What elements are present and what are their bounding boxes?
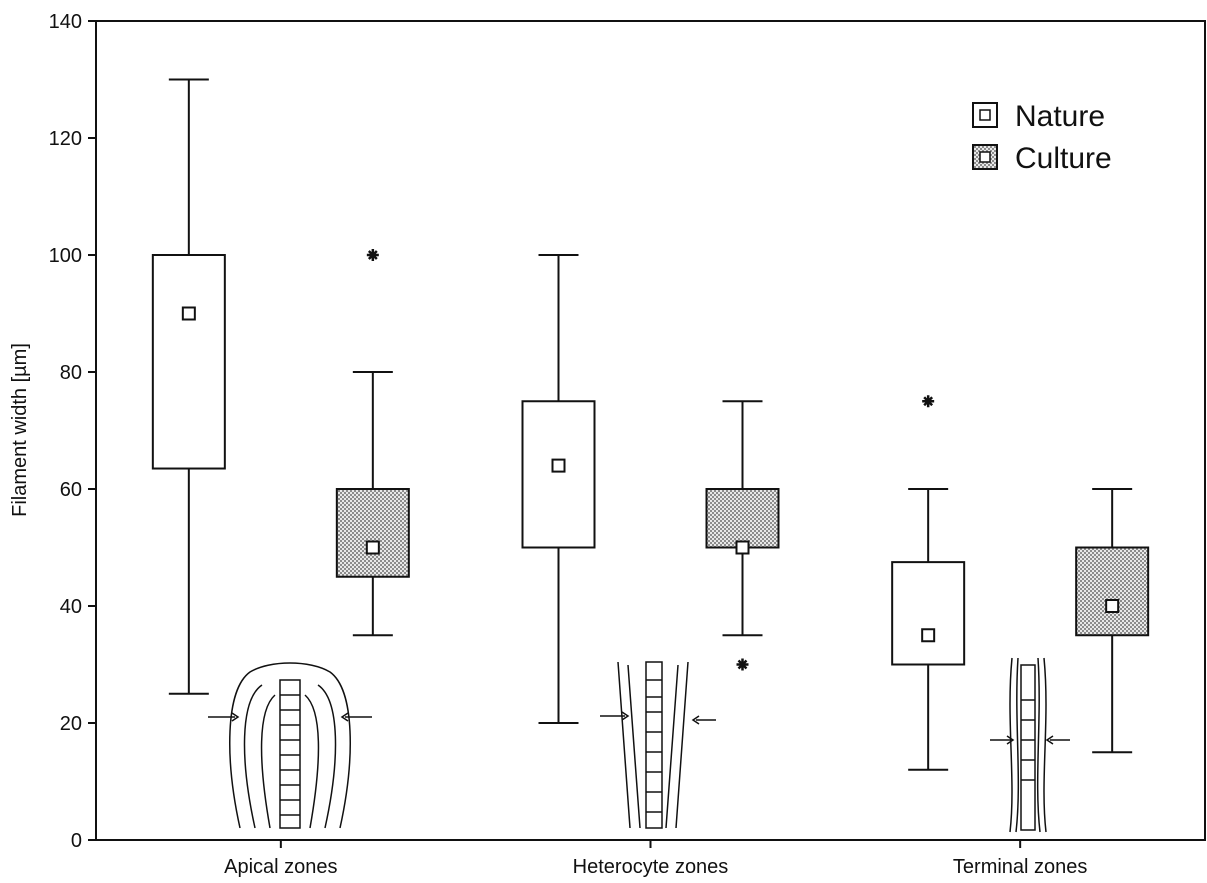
- x-tick-label: Heterocyte zones: [573, 856, 729, 878]
- box: [1076, 548, 1148, 636]
- y-tick-label: 0: [71, 830, 82, 852]
- median-marker: [737, 542, 749, 554]
- x-tick-label: Terminal zones: [953, 856, 1088, 878]
- median-marker: [1106, 600, 1118, 612]
- x-tick-label: Apical zones: [224, 856, 337, 878]
- y-tick-label: 120: [49, 128, 82, 150]
- median-marker: [183, 308, 195, 320]
- legend-marker: [980, 152, 990, 162]
- y-tick-label: 60: [60, 479, 82, 501]
- y-tick-label: 80: [60, 362, 82, 384]
- y-axis-label: Filament width [µm]: [9, 343, 31, 517]
- median-marker: [367, 542, 379, 554]
- heterocyte-sketch: [600, 662, 716, 828]
- box: [153, 255, 225, 469]
- median-marker: [553, 460, 565, 472]
- chart: Filament width [µm] 0 20 40 60 80 100 120 140 Ap…: [0, 0, 1207, 883]
- outlier: [737, 659, 749, 671]
- median-marker: [922, 629, 934, 641]
- box: [707, 489, 779, 548]
- box: [892, 562, 964, 664]
- apical-sketch: [208, 663, 372, 828]
- y-tick-label: 20: [60, 713, 82, 735]
- terminal-sketch: [990, 658, 1070, 832]
- legend-label: Nature: [1015, 100, 1105, 133]
- legend-label: Culture: [1015, 142, 1112, 175]
- y-tick-label: 40: [60, 596, 82, 618]
- y-tick-label: 140: [49, 11, 82, 33]
- box: [337, 489, 409, 577]
- y-tick-label: 100: [49, 245, 82, 267]
- box: [523, 401, 595, 547]
- legend-marker: [980, 110, 990, 120]
- outlier: [922, 395, 934, 407]
- outlier: [367, 249, 379, 261]
